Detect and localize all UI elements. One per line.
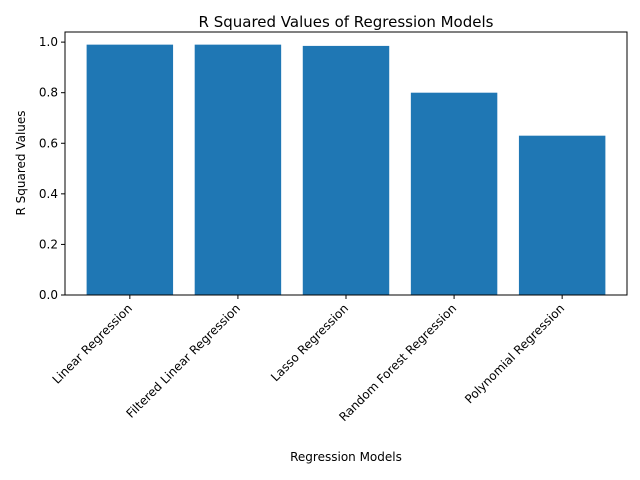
bar-3 [410, 92, 498, 295]
x-axis-label: Regression Models [290, 450, 402, 464]
y-tick-label-3: 0.6 [39, 136, 58, 150]
bar-1 [194, 44, 282, 296]
bar-0 [86, 44, 174, 296]
bar-2 [302, 45, 390, 295]
chart-title: R Squared Values of Regression Models [199, 13, 494, 31]
y-tick-label-5: 1.0 [39, 35, 58, 49]
x-tick-label-1: Filtered Linear Regression [124, 301, 244, 421]
y-tick-label-2: 0.4 [39, 187, 58, 201]
y-tick-label-4: 0.8 [39, 86, 58, 100]
plot-frame [64, 31, 628, 296]
x-tick-label-4: Polynomial Regression [462, 301, 567, 406]
y-axis-label: R Squared Values [14, 110, 28, 215]
y-ticks-group: 0.0 0.2 0.4 0.6 0.8 1.0 [39, 35, 65, 302]
x-tick-label-3: Random Forest Regression [336, 301, 459, 424]
bar-4 [518, 135, 606, 295]
y-tick-label-1: 0.2 [39, 237, 58, 251]
y-tick-label-0: 0.0 [39, 288, 58, 302]
x-tick-label-0: Linear Regression [50, 301, 135, 386]
x-tick-label-2: Lasso Regression [268, 301, 351, 384]
bars-group [86, 44, 606, 296]
